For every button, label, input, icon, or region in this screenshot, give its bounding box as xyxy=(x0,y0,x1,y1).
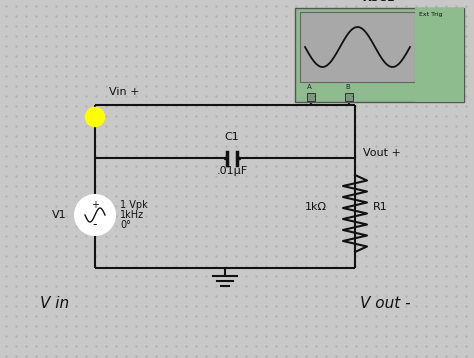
Text: V out -: V out - xyxy=(360,296,410,311)
Text: 1kHz: 1kHz xyxy=(120,210,144,220)
Bar xyxy=(345,93,353,101)
Text: +: + xyxy=(91,200,99,210)
Text: -: - xyxy=(314,93,317,99)
Circle shape xyxy=(86,108,104,126)
Text: R1: R1 xyxy=(373,202,388,212)
Bar xyxy=(300,12,415,82)
Text: C1: C1 xyxy=(225,132,239,142)
Text: XSC1: XSC1 xyxy=(363,0,396,3)
Text: Ext Trig: Ext Trig xyxy=(419,12,443,17)
Text: -: - xyxy=(93,218,97,231)
Bar xyxy=(295,8,464,102)
Text: B: B xyxy=(345,84,350,90)
Text: 1kΩ: 1kΩ xyxy=(305,202,327,212)
Text: 1 Vpk: 1 Vpk xyxy=(120,200,148,210)
Text: A: A xyxy=(307,84,312,90)
Circle shape xyxy=(75,195,115,235)
Text: -: - xyxy=(352,93,355,99)
Bar xyxy=(307,93,315,101)
Bar xyxy=(415,8,464,102)
Text: V in: V in xyxy=(40,296,70,311)
Text: .01μF: .01μF xyxy=(217,166,247,176)
Text: V1: V1 xyxy=(52,210,67,220)
Text: Vout +: Vout + xyxy=(363,148,401,158)
Text: Vin +: Vin + xyxy=(109,87,139,97)
Text: 0°: 0° xyxy=(120,220,131,230)
